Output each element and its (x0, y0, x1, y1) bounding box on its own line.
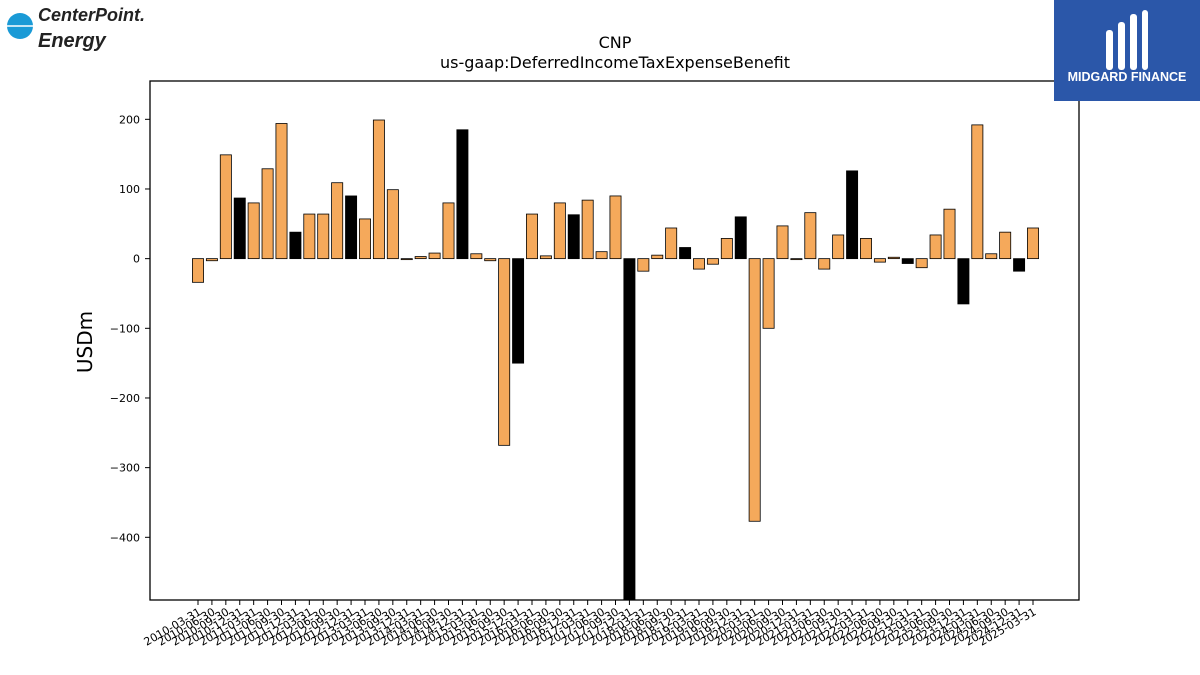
bar-2018-06-30 (651, 254, 664, 260)
bar-2024-09-30 (999, 231, 1012, 260)
bar-2024-12-31 (1013, 258, 1026, 272)
y-tick-label: −200 (110, 392, 140, 405)
bar-2012-09-30 (331, 182, 344, 260)
bar-2011-06-30 (261, 168, 274, 260)
midgard-mark-icon (1106, 10, 1148, 70)
bar-2019-06-30 (706, 258, 719, 265)
bar-2020-03-31 (748, 258, 761, 522)
bar-2016-03-31 (526, 213, 538, 260)
bar-2021-03-31 (804, 212, 817, 260)
bar-2023-06-30 (929, 234, 942, 260)
bar-2023-09-30 (943, 208, 956, 260)
bar-2013-09-30 (386, 189, 399, 260)
bar-2021-12-31 (846, 170, 859, 260)
y-axis: 200 100 0 −100 −200 −300 −400 (110, 113, 150, 544)
bar-2017-03-31 (581, 199, 594, 260)
bar-2024-06-30 (985, 253, 998, 260)
bar-2022-12-31 (901, 258, 914, 264)
logo-line-2: Energy (38, 30, 107, 52)
bar-2021-09-30 (832, 234, 845, 260)
y-tick-label: 100 (119, 183, 140, 196)
bar-2012-03-31 (303, 213, 316, 260)
bar-2015-12-31 (512, 258, 525, 364)
bar-2024-03-31 (971, 124, 984, 260)
chart-subtitle: us-gaap:DeferredIncomeTaxExpenseBenefit (440, 53, 790, 72)
bar-2017-09-30 (609, 195, 622, 260)
bar-2015-09-30 (498, 258, 511, 446)
bar-2022-06-30 (873, 258, 886, 263)
bar-2019-03-31 (693, 258, 705, 270)
bar-2021-06-30 (818, 258, 831, 270)
bar-2022-03-31 (860, 238, 872, 260)
bar-2023-12-31 (957, 258, 970, 305)
y-tick-label: 200 (119, 113, 140, 126)
bar-2010-12-31 (233, 197, 246, 260)
y-tick-label: −300 (110, 462, 140, 475)
bar-2013-03-31 (359, 218, 371, 260)
bar-2014-09-30 (442, 202, 455, 260)
bar-2013-06-30 (372, 119, 385, 260)
bar-2018-03-31 (637, 258, 650, 272)
bar-2019-12-31 (734, 216, 747, 260)
bar-2010-06-30 (205, 258, 218, 262)
bar-2014-06-30 (428, 252, 441, 260)
bar-2025-03-31 (1027, 227, 1039, 260)
bar-2011-09-30 (275, 123, 288, 260)
chart-title: CNP (599, 33, 632, 52)
y-axis-label: USDm (73, 311, 97, 373)
y-tick-label: −400 (110, 531, 140, 544)
x-axis: 2010-03-312010-06-302010-09-302010-12-31… (142, 600, 1039, 649)
bar-2016-12-31 (567, 214, 580, 260)
bar-2014-03-31 (414, 256, 427, 260)
y-tick-label: −100 (110, 322, 140, 335)
bar-2016-06-30 (539, 255, 552, 260)
bar-2019-09-30 (720, 238, 733, 260)
bar-2010-09-30 (219, 154, 232, 260)
bar-2020-12-31 (790, 258, 803, 261)
midgard-finance-logo: MIDGARD FINANCE (1054, 0, 1200, 101)
bar-2014-12-31 (456, 129, 469, 260)
bar-2023-03-31 (915, 258, 928, 269)
bar-2018-12-31 (679, 247, 692, 260)
bar-2017-06-30 (595, 251, 608, 260)
bar-2013-12-31 (400, 258, 413, 261)
y-tick-label: 0 (133, 253, 140, 266)
bar-2012-06-30 (317, 213, 330, 260)
bar-2015-06-30 (484, 258, 497, 262)
bar-2011-12-31 (289, 231, 302, 260)
bar-2011-03-31 (247, 202, 260, 260)
bar-2016-09-30 (553, 202, 566, 260)
bar-2020-09-30 (776, 225, 789, 260)
logo-line-1: CenterPoint. (38, 5, 145, 25)
bar-2012-12-31 (345, 195, 358, 260)
bar-2020-06-30 (762, 258, 775, 329)
centerpoint-energy-logo: CenterPoint. Energy (4, 4, 154, 54)
bars (192, 119, 1039, 601)
publisher-name: MIDGARD FINANCE (1068, 70, 1187, 84)
plot-frame (149, 80, 1080, 601)
bar-2018-09-30 (665, 227, 678, 260)
bar-2022-09-30 (887, 256, 900, 260)
bar-2010-03-31 (192, 258, 204, 283)
bar-2015-03-31 (470, 253, 483, 260)
bar-2017-12-31 (623, 258, 636, 601)
